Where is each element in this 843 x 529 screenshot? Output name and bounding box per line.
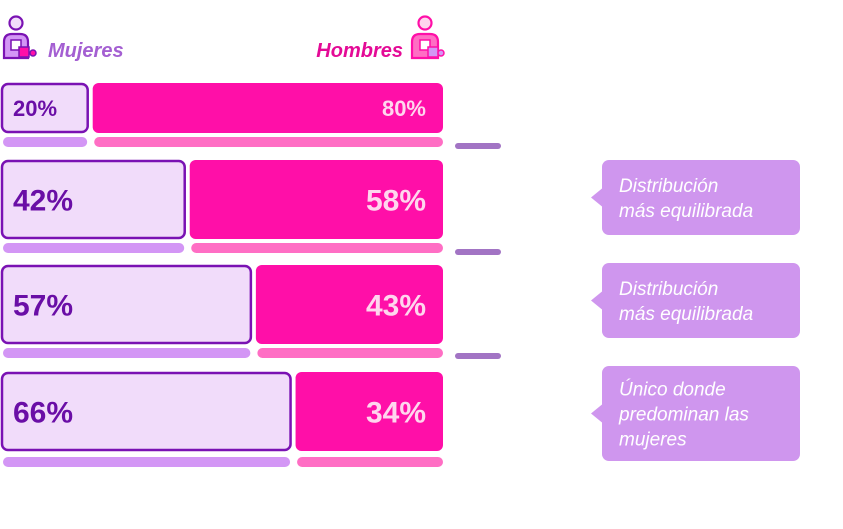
callout-pointer	[591, 291, 602, 310]
bar-men	[295, 372, 443, 451]
callout-box	[602, 263, 800, 338]
annotation-line: Distribución	[619, 176, 718, 197]
value-label-men: 80%	[382, 96, 426, 121]
bar-men	[189, 160, 443, 239]
value-label-women: 66%	[13, 396, 73, 429]
callout-box	[602, 160, 800, 235]
annotation-line: mujeres	[619, 430, 687, 451]
value-label-women: 42%	[13, 184, 73, 217]
legend-men-label: Hombres	[316, 40, 403, 62]
strip-women	[3, 137, 88, 147]
annotation-line: más equilibrada	[619, 304, 753, 325]
strip-women	[3, 457, 291, 467]
bar-row-3: 57% 43%	[0, 264, 443, 358]
annotation-line: Único donde	[619, 379, 726, 401]
bar-row-1: 20% 80%	[0, 82, 443, 147]
legend-women-label: Mujeres	[48, 40, 124, 62]
annotation-text: Distribución más equilibrada	[619, 279, 753, 325]
annotation-callout-4: Único donde predominan las mujeres	[591, 366, 800, 461]
woman-person-icon	[2, 15, 37, 60]
strip-women	[3, 348, 251, 358]
annotation-line: Distribución	[619, 279, 718, 300]
strip-men	[297, 457, 443, 467]
man-person-icon	[410, 15, 445, 60]
bar-women	[0, 82, 89, 134]
bar-women	[0, 264, 253, 345]
annotation-callout-2: Distribución más equilibrada	[591, 160, 800, 235]
value-label-men: 34%	[366, 396, 426, 429]
row-separator-1	[455, 143, 501, 149]
strip-men	[191, 243, 443, 253]
value-label-women: 57%	[13, 289, 73, 322]
callout-box	[602, 366, 800, 461]
strip-men	[94, 137, 443, 147]
bar-men	[92, 83, 443, 133]
bar-row-2: 42% 58%	[0, 159, 443, 253]
annotation-text: Único donde predominan las mujeres	[618, 379, 749, 451]
row-separator-3	[455, 353, 501, 359]
value-label-men: 58%	[366, 184, 426, 217]
value-label-women: 20%	[13, 96, 57, 121]
strip-women	[3, 243, 185, 253]
callout-pointer	[591, 404, 602, 423]
row-separator-2	[455, 249, 501, 255]
bar-rows: 20% 80% 42% 58% Distribución más equilibrada 5…	[0, 82, 800, 467]
annotation-line: predominan las	[618, 405, 749, 426]
bar-women	[0, 371, 292, 452]
annotation-text: Distribución más equilibrada	[619, 176, 753, 222]
value-label-men: 43%	[366, 289, 426, 322]
bar-women	[0, 159, 186, 240]
legend: Mujeres Hombres	[2, 15, 445, 62]
bar-men	[255, 265, 443, 344]
annotation-line: más equilibrada	[619, 201, 753, 222]
callout-pointer	[591, 188, 602, 207]
strip-men	[257, 348, 443, 358]
annotation-callout-3: Distribución más equilibrada	[591, 263, 800, 338]
bar-row-4: 66% 34%	[0, 371, 443, 467]
